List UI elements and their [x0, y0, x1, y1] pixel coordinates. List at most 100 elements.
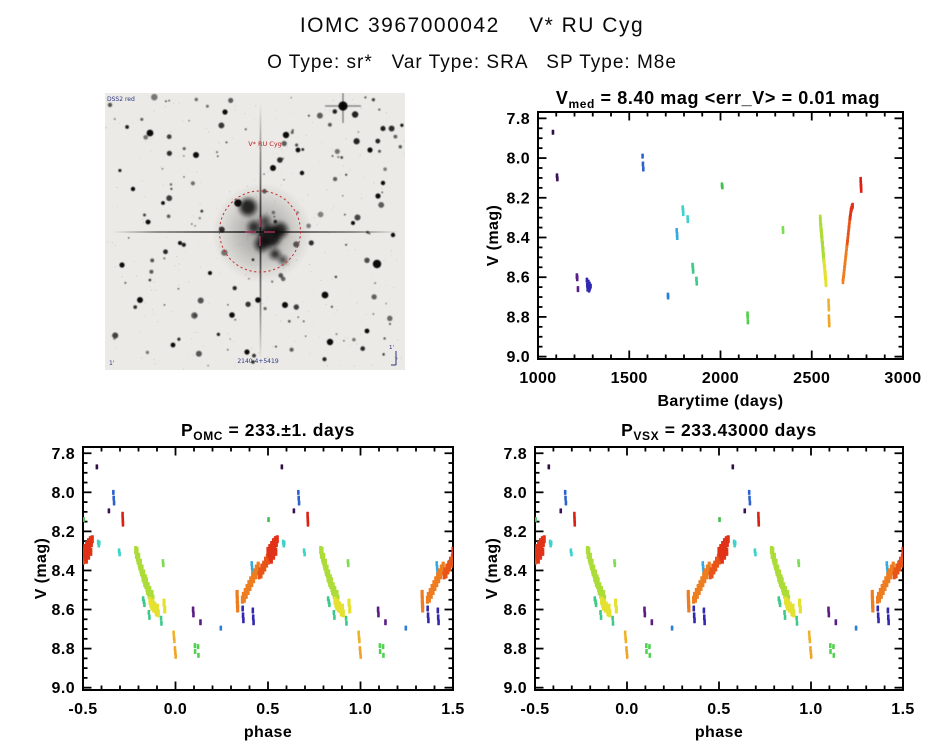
series-ph-1762 [250, 561, 439, 573]
scale-label: 1' [389, 345, 394, 351]
series-ph-2593 [623, 630, 812, 644]
series-obs-1762 [675, 228, 679, 240]
series-obs-2770 [859, 176, 863, 193]
series-ph-1712 [219, 625, 408, 631]
y-tick-label: 8.6 [504, 602, 527, 619]
series-ph-2555 [134, 545, 340, 603]
series-ph-1800 [96, 539, 306, 557]
target-crosshair-marker [245, 217, 275, 246]
series-ph-1850 [593, 596, 799, 626]
series-obs-1800 [681, 205, 690, 224]
barytime-plot: Vmed = 8.40 mag <err_V> = 0.01 mag 1000 1… [485, 88, 921, 410]
x-tick-label: -0.5 [68, 701, 97, 718]
y-tick-label: 8.6 [52, 602, 75, 619]
series-ph-1280 [692, 605, 890, 626]
series-ph-1215 [191, 606, 387, 626]
series-ph-2770 [573, 511, 761, 527]
x-tick-label: 1.0 [799, 701, 822, 718]
phase-plot-omc: POMC = 233.±1. days -0.5 0.0 0.5 1.0 1.5 7.8 8… [33, 420, 464, 741]
series-ph-1280 [241, 605, 440, 626]
series-obs-1712 [666, 292, 670, 300]
y-axis-label: V (mag) [484, 538, 501, 599]
plot-body: 1000 1500 2000 2500 3000 7.8 8.0 8.2 8.4 8.6 8.8 9.… [485, 111, 921, 410]
y-tick-label: 8.2 [52, 524, 75, 541]
phase-plot-vsx: PVSX = 233.43000 days -0.5 0.0 0.5 1.0 1.5 7.… [484, 420, 914, 741]
series-ph-1762 [701, 561, 889, 573]
series-obs-2008 [720, 182, 724, 190]
plot-title-vsx: PVSX = 233.43000 days [621, 420, 817, 443]
y-tick-label: 8.8 [504, 641, 527, 658]
x-tick-label: 0.0 [615, 701, 638, 718]
x-tick-label: 0.5 [256, 701, 279, 718]
y-tick-label: 7.8 [504, 446, 527, 463]
finder-chart: DSS2 red V* RU Cyg 2140.4+5419 1' 1' [105, 93, 405, 370]
series-obs-2715 [848, 202, 854, 220]
corner-label: 1' [109, 360, 115, 367]
series-ph-2593 [172, 630, 361, 644]
data-points [83, 464, 453, 659]
series-obs-1082 [551, 129, 555, 135]
series-obs-2575 [822, 258, 828, 288]
x-tick-label: 3000 [884, 370, 921, 387]
y-tick-label: 8.2 [504, 524, 527, 541]
x-tick-label: 1000 [519, 370, 556, 387]
survey-label: DSS2 red [107, 96, 135, 103]
y-axis-label: V (mag) [485, 205, 502, 266]
series-ph-1215 [643, 606, 838, 626]
series-ph-2150 [645, 643, 836, 658]
y-tick-label: 8.0 [504, 485, 527, 502]
page-title: IOMC 3967000042 V* RU Cyg [299, 14, 645, 37]
x-tick-label: 1.5 [441, 701, 464, 718]
y-axis-label: V (mag) [33, 538, 50, 599]
x-tick-label: 0.0 [164, 701, 187, 718]
series-obs-1104 [555, 173, 559, 182]
series-ph-1712 [670, 625, 858, 631]
page-subtitle: O Type: sr* Var Type: SRA SP Type: M8e [267, 52, 677, 73]
series-obs-2343 [781, 226, 785, 235]
series-ph-1575 [563, 489, 752, 506]
x-axis-label: phase [244, 724, 292, 741]
series-ph-2700 [83, 550, 453, 580]
scale-bar [391, 351, 397, 366]
aperture-circle [219, 190, 301, 273]
series-ph-2343 [613, 559, 801, 568]
y-tick-label: 7.8 [52, 446, 75, 463]
x-tick-label: -0.5 [520, 701, 549, 718]
series-ph-2680 [686, 561, 895, 613]
y-tick-label: 8.0 [507, 151, 530, 168]
series-ph-1104 [107, 508, 296, 514]
plot-frame [82, 446, 454, 691]
series-obs-1850 [691, 262, 699, 286]
target-label: V* RU Cyg [248, 140, 282, 148]
series-ph-1850 [141, 596, 348, 626]
series-ph-1082 [547, 464, 735, 470]
y-tick-label: 8.6 [507, 270, 530, 287]
y-tick-label: 8.0 [52, 485, 75, 502]
data-points [535, 464, 903, 659]
series-ph-2595 [625, 646, 813, 659]
y-tick-label: 7.8 [507, 111, 530, 128]
x-tick-label: 2500 [793, 370, 830, 387]
y-tick-label: 8.2 [507, 190, 530, 207]
plot-frame [534, 446, 904, 691]
plot-body: -0.5 0.0 0.5 1.0 1.5 7.8 8.0 8.2 8.4 8.6 8.8 9.0 pha… [33, 446, 464, 741]
x-tick-label: 1.0 [349, 701, 372, 718]
x-tick-label: 1500 [611, 370, 648, 387]
x-tick-label: 1.5 [891, 701, 914, 718]
y-tick-label: 9.0 [507, 349, 530, 366]
series-obs-2150 [746, 311, 750, 325]
plot-frame [537, 111, 904, 360]
y-tick-label: 8.4 [507, 230, 530, 247]
series-obs-1280 [585, 277, 592, 293]
y-tick-label: 9.0 [504, 680, 527, 697]
x-tick-label: 0.5 [707, 701, 730, 718]
coords-label: 2140.4+5419 [237, 358, 278, 365]
plot-title-vmed: Vmed = 8.40 mag <err_V> = 0.01 mag [556, 88, 880, 111]
series-ph-2343 [161, 559, 350, 568]
series-ph-2008 [535, 517, 721, 523]
series-obs-2555 [818, 214, 826, 266]
series-ph-2715 [535, 535, 903, 564]
series-obs-2595 [827, 314, 831, 328]
x-axis-label: phase [695, 724, 743, 741]
